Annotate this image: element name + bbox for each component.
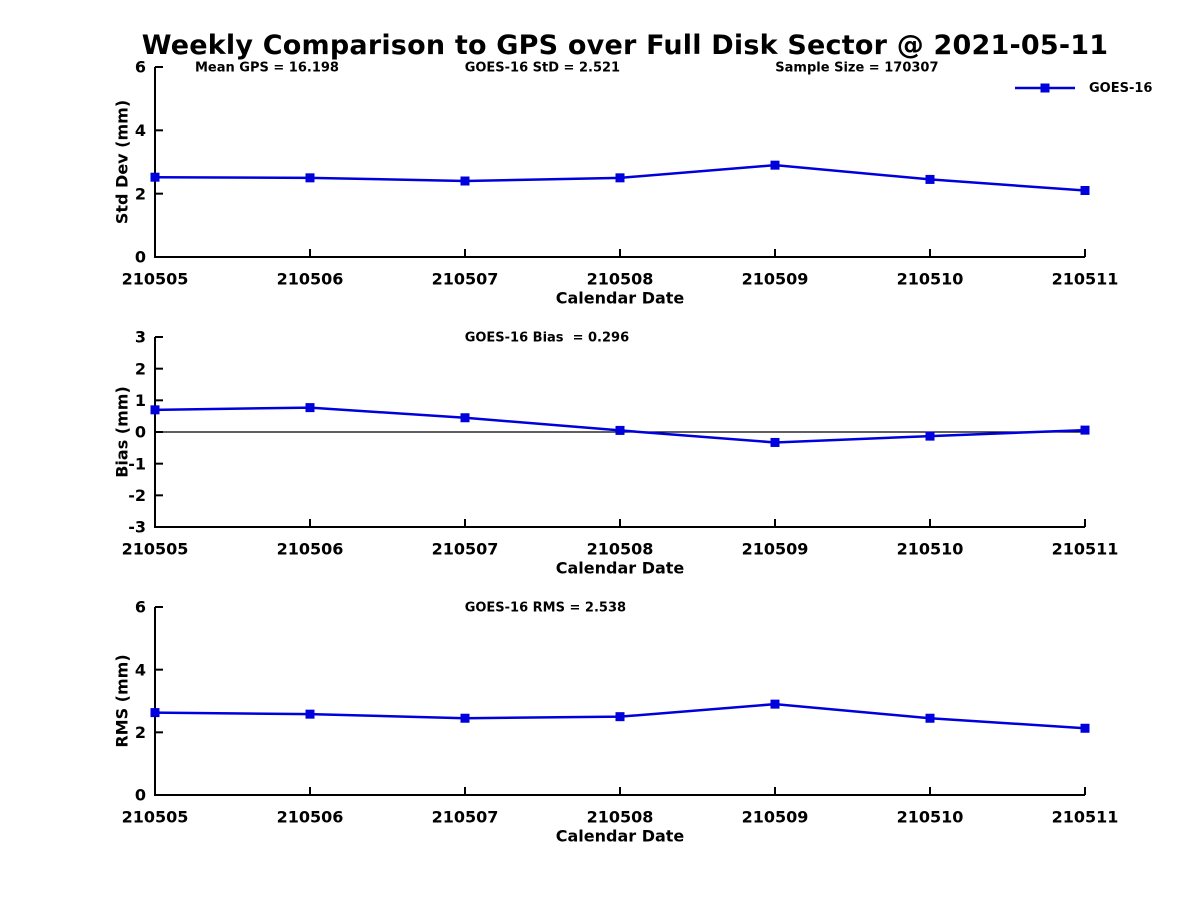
data-point: [770, 437, 780, 447]
x-tick-label: 210511: [1052, 808, 1119, 827]
y-tick-label: 6: [135, 58, 146, 77]
data-point: [1080, 425, 1090, 435]
data-point: [1080, 186, 1090, 195]
x-axis-label: Calendar Date: [556, 559, 685, 578]
y-tick-label: 2: [135, 359, 146, 378]
y-tick-label: 4: [135, 121, 146, 140]
data-point: [305, 709, 315, 719]
legend-label: GOES-16: [1089, 80, 1153, 96]
data-point: [150, 172, 160, 182]
legend: GOES-16: [1013, 78, 1152, 98]
data-point: [1080, 723, 1090, 733]
x-tick-label: 210505: [122, 270, 189, 289]
x-tick-label: 210505: [122, 808, 189, 827]
y-tick-label: 6: [135, 598, 146, 617]
annotation: Mean GPS = 16.198: [195, 61, 339, 76]
data-point: [615, 425, 625, 435]
y-tick-label: -3: [128, 518, 146, 537]
x-tick-label: 210509: [742, 270, 809, 289]
x-tick-label: 210506: [277, 808, 344, 827]
y-tick-label: 0: [135, 786, 146, 805]
x-tick-label: 210507: [432, 270, 499, 289]
data-point: [615, 712, 625, 722]
y-tick-label: -2: [128, 486, 146, 505]
y-tick-label: 0: [135, 423, 146, 442]
data-point: [460, 413, 470, 423]
data-point: [305, 173, 315, 183]
y-tick-label: 4: [135, 660, 146, 679]
x-tick-label: 210511: [1052, 540, 1119, 559]
x-tick-label: 210508: [587, 540, 654, 559]
annotation: GOES-16 StD = 2.521: [465, 61, 620, 76]
x-tick-label: 210510: [897, 270, 964, 289]
x-tick-label: 210505: [122, 540, 189, 559]
x-tick-label: 210508: [587, 808, 654, 827]
chart-title: Weekly Comparison to GPS over Full Disk …: [141, 30, 1109, 61]
data-point: [925, 713, 935, 723]
x-tick-label: 210506: [277, 540, 344, 559]
data-line: [154, 406, 1086, 444]
legend-line-icon: [1015, 83, 1075, 93]
y-axis-label: RMS (mm): [113, 654, 132, 747]
y-tick-label: -1: [128, 454, 146, 473]
y-axis-label: Std Dev (mm): [113, 100, 132, 224]
x-tick-label: 210508: [587, 270, 654, 289]
y-tick-label: 3: [135, 328, 146, 347]
x-tick-label: 210511: [1052, 270, 1119, 289]
y-tick-label: 2: [135, 723, 146, 742]
annotation: Sample Size = 170307: [775, 61, 938, 76]
y-tick-label: 1: [135, 391, 146, 410]
data-point: [615, 173, 625, 183]
data-point: [150, 708, 160, 718]
x-tick-label: 210509: [742, 808, 809, 827]
x-tick-label: 210507: [432, 808, 499, 827]
annotation: GOES-16 RMS = 2.538: [465, 601, 626, 616]
y-tick-label: 2: [135, 184, 146, 203]
annotation: GOES-16 Bias = 0.296: [465, 331, 629, 346]
x-tick-label: 210506: [277, 270, 344, 289]
data-point: [460, 176, 470, 186]
data-point: [770, 699, 780, 709]
data-point: [305, 403, 315, 413]
x-axis-label: Calendar Date: [556, 827, 685, 846]
data-point: [460, 713, 470, 723]
data-point: [150, 405, 160, 415]
x-tick-label: 210507: [432, 540, 499, 559]
y-axis-label: Bias (mm): [113, 386, 132, 478]
y-tick-label: 0: [135, 248, 146, 267]
x-tick-label: 210509: [742, 540, 809, 559]
x-tick-label: 210510: [897, 808, 964, 827]
data-point: [925, 174, 935, 184]
data-point: [770, 160, 780, 170]
x-tick-label: 210510: [897, 540, 964, 559]
data-point: [925, 431, 935, 441]
x-axis-label: Calendar Date: [556, 289, 685, 308]
